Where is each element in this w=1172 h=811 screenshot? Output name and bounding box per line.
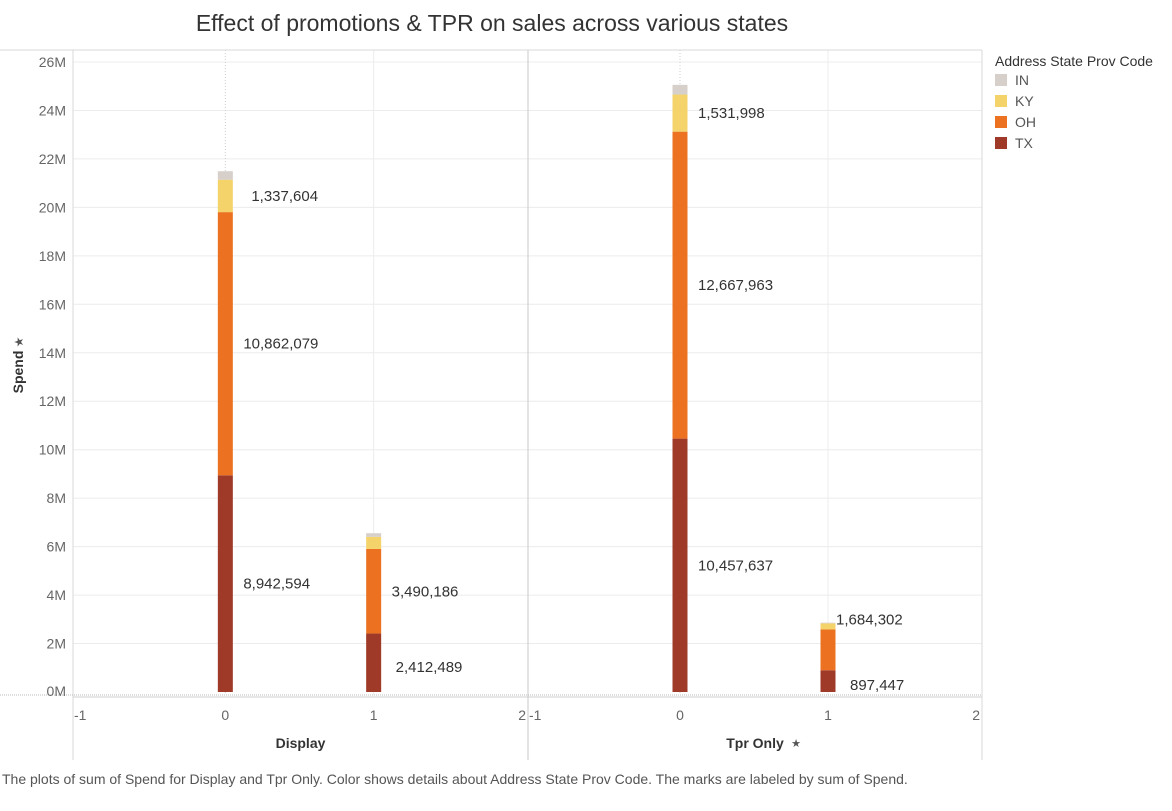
y-tick-label: 4M [47,587,66,603]
pin-icon: ★ [791,737,801,750]
y-tick-label: 20M [39,199,66,215]
y-tick-label: 10M [39,442,66,458]
bar-segment-in [820,622,836,624]
pin-icon: ★ [12,337,26,348]
bar-segment-tx [366,633,382,692]
legend-label: OH [1015,113,1036,130]
y-tick-label: 22M [39,151,66,167]
x-tick-label: -1 [74,707,87,723]
data-label-tx: 8,942,594 [243,576,310,593]
legend-title: Address State Prov Code [995,53,1153,69]
bar-segment-ky [672,94,688,132]
bar-segment-ky [217,179,233,213]
bar-segment-in [672,84,688,95]
bar-segment-oh [217,212,233,476]
y-tick-label: 18M [39,248,66,264]
legend-swatch [995,115,1007,128]
x-tick-label: 2 [518,707,526,723]
chart-caption: The plots of sum of Spend for Display an… [2,771,908,787]
x-tick-label: 2 [972,707,980,723]
x-axis-title: Display [276,735,326,751]
x-tick-label: 1 [370,707,378,723]
legend-label: TX [1015,134,1033,151]
data-label-ky: 1,531,998 [698,105,765,122]
y-tick-label: 16M [39,296,66,312]
bar-segment-ky [820,623,836,630]
y-tick-label: 26M [39,54,66,70]
legend-item-in[interactable]: IN [995,69,1172,90]
y-axis-title: Spend [10,351,26,394]
legend-label: IN [1015,71,1029,88]
bar-segment-tx [217,475,233,692]
bar-segment-oh [820,629,836,671]
legend-swatch [995,94,1007,107]
legend-items: IN KY OH TX [995,69,1172,153]
bar-segment-ky [366,536,382,549]
x-tick-label: 0 [676,707,684,723]
y-tick-label: 8M [47,490,66,506]
data-label-oh: 10,862,079 [243,336,318,353]
bar-segment-tx [672,438,688,692]
legend-item-ky[interactable]: KY [995,90,1172,111]
chart-plot: 0M 2M 4M 6M 8M 10M 12M 14M 16M 18M 20M 22M 24M 26M Spe… [0,49,983,760]
x-tick-label: 1 [824,707,832,723]
data-label-ky: 1,337,604 [251,188,318,205]
bar-segment-oh [672,131,688,439]
chart-title: Effect of promotions & TPR on sales acro… [195,10,789,36]
legend-label: KY [1015,92,1034,109]
legend-swatch [995,73,1007,86]
legend-item-tx[interactable]: TX [995,132,1172,153]
y-tick-label: 0M [47,683,66,699]
bar-segment-oh [366,548,382,634]
data-label-oh: 3,490,186 [392,583,459,600]
x-tick-label: 0 [221,707,229,723]
y-tick-label: 12M [39,393,66,409]
y-tick-label: 2M [47,636,66,652]
data-label-tx: 897,447 [850,677,904,694]
x-tick-label: -1 [529,707,542,723]
x-axis-title: Tpr Only [726,735,784,751]
bar-segment-in [217,171,233,180]
data-label-oh: 12,667,963 [698,277,773,294]
data-label-oh: 1,684,302 [836,612,903,629]
data-label-tx: 2,412,489 [396,659,463,676]
bar-segment-tx [820,670,836,692]
y-tick-label: 14M [39,345,66,361]
bar-segment-in [366,533,382,537]
data-label-tx: 10,457,637 [698,557,773,574]
legend-item-oh[interactable]: OH [995,111,1172,132]
y-tick-label: 24M [39,102,66,118]
y-tick-label: 6M [47,539,66,555]
legend-swatch [995,136,1007,149]
legend: Address State Prov Code IN KY OH TX [995,53,1172,153]
